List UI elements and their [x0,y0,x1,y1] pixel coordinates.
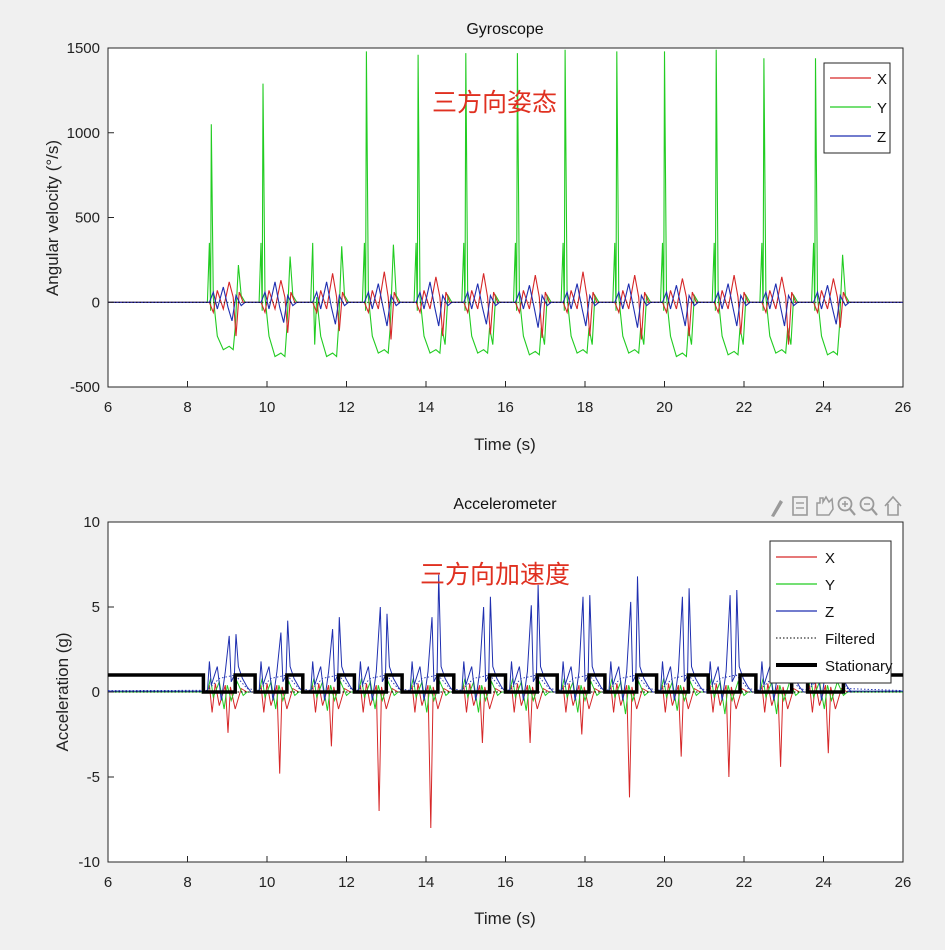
y-tick-label: -10 [78,854,100,871]
y-tick-label: 5 [92,599,100,616]
home-icon[interactable] [884,495,902,516]
legend-y-label: Y [825,577,835,594]
gyroscope-ticks: 6 8 10 12 14 16 18 20 22 24 26 -500 0 500 1000 1500 [67,40,912,416]
accelerometer-series-group [107,574,904,829]
y-tick-label: 10 [83,514,100,531]
gyroscope-legend[interactable]: X Y Z [823,62,891,154]
acc-series-z-line [108,574,903,701]
accelerometer-annotation: 三方向加速度 [420,561,570,589]
x-tick-label: 24 [815,874,832,891]
x-tick-label: 22 [736,874,753,891]
legend-y-label: Y [877,100,887,117]
gyroscope-xlabel: Time (s) [474,435,536,454]
gyroscope-series-group [108,49,903,358]
axes-toolbar [771,495,902,517]
x-tick-label: 20 [656,874,673,891]
x-tick-label: 26 [895,399,912,416]
x-tick-label: 20 [656,399,673,416]
x-tick-label: 10 [259,874,276,891]
y-tick-label: -500 [70,379,100,396]
x-tick-label: 10 [259,399,276,416]
legend-x-label: X [877,71,887,88]
x-tick-label: 8 [183,399,191,416]
x-tick-label: 26 [895,874,912,891]
accelerometer-ticks: 6 8 10 12 14 16 18 20 22 24 26 -10 -5 0 5 10 [78,514,911,891]
y-tick-label: 0 [92,294,100,311]
accelerometer-legend-box [769,540,892,684]
legend-filtered-label: Filtered [825,631,875,648]
x-tick-label: 14 [418,399,435,416]
gyroscope-title: Gyroscope [466,21,543,38]
pan-hand-icon[interactable] [816,495,834,516]
x-tick-label: 18 [577,399,594,416]
legend-x-label: X [825,550,835,567]
x-tick-label: 14 [418,874,435,891]
x-tick-label: 6 [104,399,112,416]
y-tick-label: 1000 [67,125,100,142]
brush-icon[interactable] [771,500,783,517]
accelerometer-axes[interactable]: 6 8 10 12 14 16 18 20 22 24 26 -10 -5 0 5 10 Accelerome… [53,496,911,928]
x-tick-label: 16 [497,399,514,416]
legend-stationary-label: Stationary [825,658,893,675]
y-tick-label: -5 [87,769,100,786]
acc-stationary-line [108,673,903,694]
zoom-out-icon[interactable] [859,496,878,516]
legend-z-label: Z [825,604,834,621]
legend-z-label: Z [877,129,886,146]
zoom-in-icon[interactable] [837,496,856,516]
x-tick-label: 12 [338,399,355,416]
gyroscope-plot-area[interactable] [107,47,904,388]
y-tick-label: 500 [75,210,100,227]
x-tick-label: 22 [736,399,753,416]
accelerometer-title: Accelerometer [453,496,557,513]
accelerometer-ylabel: Acceleration (g) [53,632,72,751]
data-tip-icon[interactable] [792,496,808,516]
x-tick-label: 18 [577,874,594,891]
gyroscope-ylabel: Angular velocity (°/s) [43,140,62,296]
y-tick-label: 1500 [67,40,100,57]
x-tick-label: 8 [183,874,191,891]
y-tick-label: 0 [92,684,100,701]
x-tick-label: 24 [815,399,832,416]
gyroscope-axes[interactable]: 6 8 10 12 14 16 18 20 22 24 26 -500 0 500 1000 1500 Gyr… [43,21,911,454]
accelerometer-xlabel: Time (s) [474,909,536,928]
gyroscope-annotation: 三方向姿态 [432,89,557,117]
gyro-series-y-line [108,49,903,358]
x-tick-label: 16 [497,874,514,891]
x-tick-label: 12 [338,874,355,891]
accelerometer-legend[interactable]: X Y Z Filtered Stationary [769,540,893,684]
x-tick-label: 6 [104,874,112,891]
